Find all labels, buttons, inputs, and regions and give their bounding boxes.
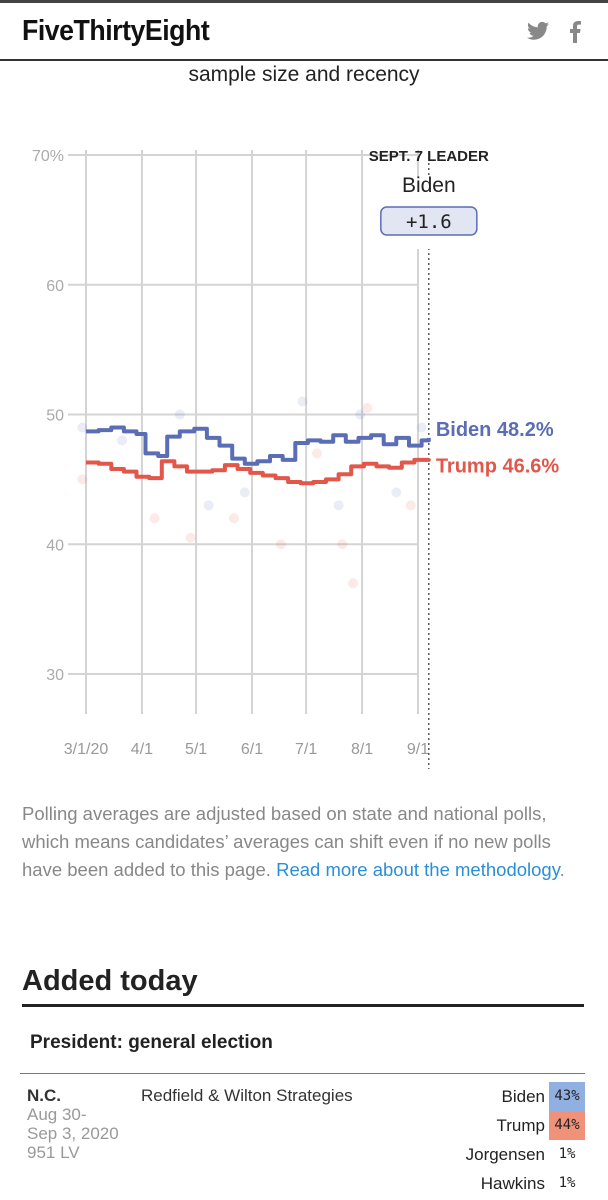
poll-dot xyxy=(185,532,196,543)
poll-dot xyxy=(348,578,359,589)
candidate-pct: 1% xyxy=(558,1175,576,1191)
poll-dot xyxy=(228,513,239,524)
candidate-pct: 1% xyxy=(558,1146,576,1162)
candidate-pct: 43% xyxy=(549,1082,585,1111)
divider xyxy=(22,1004,584,1007)
methodology-link[interactable]: Read more about the methodology xyxy=(276,859,560,880)
trend-line-trump xyxy=(86,457,431,486)
trend-lines xyxy=(86,425,431,486)
poll-dates-end: Sep 3, 2020 xyxy=(27,1124,119,1143)
chart-labels: Biden 48.2% Trump 46.6% SEPT. 7 LEADER Bide… xyxy=(369,148,560,478)
x-tick-label: 3/1/20 xyxy=(64,741,109,758)
poll-dot xyxy=(333,500,344,511)
facebook-icon[interactable] xyxy=(569,21,581,49)
poll-dot xyxy=(297,396,308,407)
y-tick-label: 60 xyxy=(46,278,64,295)
note-text: Polling averages are adjusted based on s… xyxy=(22,803,551,880)
race-heading: President: general election xyxy=(30,1032,273,1053)
divider xyxy=(20,1073,585,1074)
x-tick-label: 8/1 xyxy=(351,741,373,758)
result-row: Jorgensen 1% xyxy=(466,1140,585,1169)
poll-dot xyxy=(355,409,366,420)
poll-dates-start: Aug 30- xyxy=(27,1105,87,1124)
end-label-trump: Trump 46.6% xyxy=(436,456,560,478)
poll-dot xyxy=(391,487,402,498)
poll-dots xyxy=(77,396,427,589)
poll-dot xyxy=(416,422,427,433)
poll-dot xyxy=(77,422,88,433)
poll-dot xyxy=(117,435,128,446)
result-row: Trump 44% xyxy=(466,1111,585,1140)
poll-dot xyxy=(362,403,373,414)
poll-dot xyxy=(77,474,88,485)
x-tick-label: 9/1 xyxy=(407,741,429,758)
candidate-name: Biden xyxy=(501,1086,545,1106)
x-tick-label: 7/1 xyxy=(295,741,317,758)
poll-results: Biden 43% Trump 44% Jorgensen 1% Hawkins 1% xyxy=(466,1082,585,1198)
note-end: . xyxy=(559,859,565,880)
poll-state: N.C. xyxy=(27,1086,61,1105)
site-header: FiveThirtyEight xyxy=(0,3,608,61)
poll-meta: Aug 30- Sep 3, 2020 951 LV xyxy=(27,1105,119,1162)
polling-average-chart: 70% 60 50 40 30 3/1/20 4/1 5/1 6/1 7/1 8/1 9/1 Bide… xyxy=(32,148,560,769)
section-heading-added-today: Added today xyxy=(22,965,198,997)
poll-dot xyxy=(149,513,160,524)
pollster-name[interactable]: Redfield & Wilton Strategies xyxy=(141,1086,353,1105)
leader-margin: +1.6 xyxy=(406,211,452,233)
y-tick-label: 40 xyxy=(46,537,64,554)
chart-subtitle: sample size and recency xyxy=(188,63,420,86)
candidate-name: Hawkins xyxy=(480,1173,545,1193)
candidate-name: Jorgensen xyxy=(465,1144,545,1164)
result-row: Hawkins 1% xyxy=(466,1169,585,1198)
poll-dot xyxy=(311,448,322,459)
poll-dot xyxy=(239,487,250,498)
y-tick-label: 70% xyxy=(32,148,64,165)
poll-dot xyxy=(203,500,214,511)
methodology-note: Polling averages are adjusted based on s… xyxy=(22,800,592,884)
leader-margin-badge xyxy=(380,206,478,236)
leader-title: SEPT. 7 LEADER xyxy=(369,148,489,165)
chart-grid: 70% 60 50 40 30 3/1/20 4/1 5/1 6/1 7/1 8/1 9/1 xyxy=(32,148,430,769)
candidate-name: Trump xyxy=(496,1115,546,1135)
x-tick-label: 6/1 xyxy=(241,741,263,758)
leader-name: Biden xyxy=(402,174,456,197)
trend-line-biden xyxy=(86,425,431,466)
x-tick-label: 5/1 xyxy=(185,741,207,758)
poll-dot xyxy=(337,539,348,550)
top-bar xyxy=(0,0,608,3)
poll-dot xyxy=(405,500,416,511)
end-label-biden: Biden 48.2% xyxy=(436,419,554,441)
result-row: Biden 43% xyxy=(466,1082,585,1111)
poll-dot xyxy=(275,539,286,550)
poll-sample: 951 LV xyxy=(27,1143,80,1162)
x-tick-label: 4/1 xyxy=(131,741,153,758)
candidate-pct: 44% xyxy=(549,1111,585,1140)
twitter-icon[interactable] xyxy=(527,21,549,47)
site-logo[interactable]: FiveThirtyEight xyxy=(22,15,210,47)
y-tick-label: 50 xyxy=(46,408,64,425)
y-tick-label: 30 xyxy=(46,667,64,684)
poll-dot xyxy=(174,409,185,420)
